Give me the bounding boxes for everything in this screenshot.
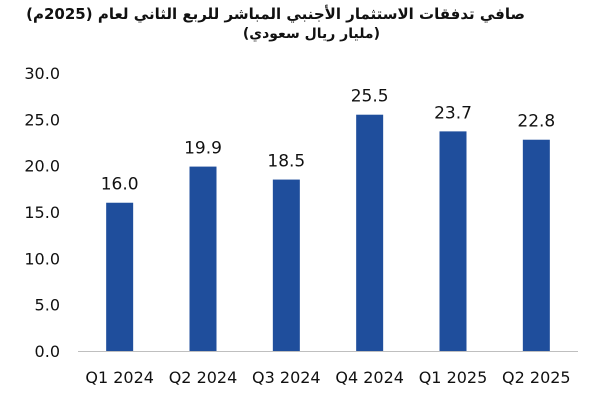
y-tick-label: 30.0 — [24, 64, 60, 83]
chart-subtitle: (مليار ريال سعودي) — [242, 26, 380, 42]
data-labels: 16.0 19.9 18.5 25.5 23.7 22.8 — [101, 87, 556, 195]
x-tick-label: Q2 2024 — [169, 368, 238, 387]
x-tick-label: Q3 2024 — [252, 368, 321, 387]
y-tick-label: 15.0 — [24, 203, 60, 222]
x-tick-label: Q1 2025 — [419, 368, 488, 387]
data-label: 23.7 — [434, 103, 472, 123]
data-label: 19.9 — [184, 139, 222, 159]
bar — [272, 179, 300, 351]
y-tick-label: 25.0 — [24, 110, 60, 129]
bar — [439, 131, 467, 351]
bar — [522, 139, 550, 351]
chart-title: صافي تدفقات الاستثمار الأجنبي المباشر لل… — [26, 5, 525, 23]
bar — [106, 202, 134, 351]
data-label: 18.5 — [267, 152, 305, 172]
y-axis-ticks: 0.0 5.0 10.0 15.0 20.0 25.0 30.0 — [24, 64, 60, 361]
x-axis-labels: Q1 2024 Q2 2024 Q3 2024 Q4 2024 Q1 2025 Q2 20… — [85, 368, 570, 387]
data-label: 22.8 — [517, 112, 555, 132]
bar — [189, 166, 217, 351]
x-tick-label: Q1 2024 — [85, 368, 154, 387]
bar — [356, 114, 384, 351]
y-tick-label: 10.0 — [24, 249, 60, 268]
x-tick-label: Q4 2024 — [335, 368, 404, 387]
x-tick-label: Q2 2025 — [502, 368, 571, 387]
data-label: 25.5 — [351, 87, 389, 107]
y-tick-label: 0.0 — [35, 342, 60, 361]
bars — [106, 114, 550, 351]
data-label: 16.0 — [101, 175, 139, 195]
y-tick-label: 5.0 — [35, 296, 60, 315]
y-tick-label: 20.0 — [24, 157, 60, 176]
